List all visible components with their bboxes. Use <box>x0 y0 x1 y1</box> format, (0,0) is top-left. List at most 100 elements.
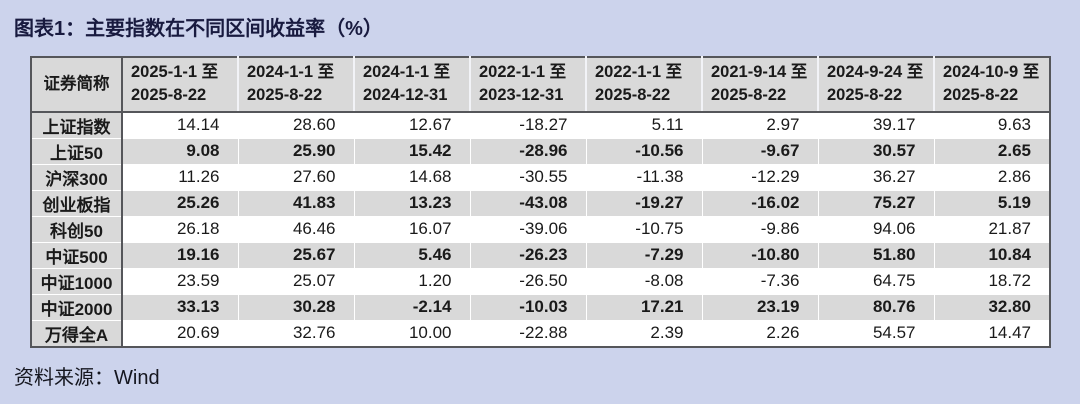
return-value: 30.57 <box>817 138 934 165</box>
period-header: 2024-9-24 至 2025-8-22 <box>817 57 934 113</box>
corner-header: 证券简称 <box>31 57 123 113</box>
return-value: -39.06 <box>469 216 586 243</box>
period-header: 2024-10-9 至 2025-8-22 <box>933 57 1050 113</box>
return-value: -10.75 <box>585 216 702 243</box>
return-value: -26.50 <box>469 268 586 295</box>
table-row: 万得全A 20.69 32.76 10.00 -22.88 2.39 2.26 54.57 14… <box>31 320 1050 348</box>
index-name: 上证50 <box>31 138 123 165</box>
return-value: 19.16 <box>121 242 238 269</box>
return-value: 23.59 <box>121 268 238 295</box>
return-value: 14.68 <box>353 164 470 191</box>
return-value: 75.27 <box>817 190 934 217</box>
return-value: -8.08 <box>585 268 702 295</box>
return-value: -9.86 <box>701 216 818 243</box>
return-value: -7.36 <box>701 268 818 295</box>
table-row: 上证指数 14.14 28.60 12.67 -18.27 5.11 2.97 39.17 9.… <box>31 111 1050 139</box>
table-row: 科创50 26.18 46.46 16.07 -39.06 -10.75 -9.86 94.0… <box>31 216 1050 243</box>
return-value: 11.26 <box>121 164 238 191</box>
return-value: -9.67 <box>701 138 818 165</box>
index-name: 中证2000 <box>31 294 123 321</box>
return-value: -12.29 <box>701 164 818 191</box>
table-row: 中证500 19.16 25.67 5.46 -26.23 -7.29 -10.80 51.8… <box>31 242 1050 269</box>
period-header: 2022-1-1 至 2023-12-31 <box>469 57 586 113</box>
table-row: 中证2000 33.13 30.28 -2.14 -10.03 17.21 23.19 80.… <box>31 294 1050 321</box>
return-value: 94.06 <box>817 216 934 243</box>
return-value: 26.18 <box>121 216 238 243</box>
return-value: 10.00 <box>353 320 470 348</box>
index-returns-table: 证券简称 2025-1-1 至 2025-8-22 2024-1-1 至 2025-… <box>30 56 1051 348</box>
return-value: -11.38 <box>585 164 702 191</box>
return-value: -43.08 <box>469 190 586 217</box>
return-value: 54.57 <box>817 320 934 348</box>
return-value: 32.80 <box>933 294 1050 321</box>
table-row: 上证50 9.08 25.90 15.42 -28.96 -10.56 -9.67 30.57… <box>31 138 1050 165</box>
return-value: -10.56 <box>585 138 702 165</box>
return-value: 13.23 <box>353 190 470 217</box>
report-figure: 图表1：主要指数在不同区间收益率（%） 证券简称 2025-1-1 至 2025-… <box>14 18 1051 389</box>
index-name: 科创50 <box>31 216 123 243</box>
return-value: 25.26 <box>121 190 238 217</box>
return-value: 46.46 <box>237 216 354 243</box>
index-name: 万得全A <box>31 320 123 348</box>
return-value: 9.08 <box>121 138 238 165</box>
return-value: 39.17 <box>817 111 934 139</box>
return-value: 32.76 <box>237 320 354 348</box>
return-value: 23.19 <box>701 294 818 321</box>
return-value: 5.11 <box>585 111 702 139</box>
return-value: 15.42 <box>353 138 470 165</box>
return-value: 2.39 <box>585 320 702 348</box>
index-name: 创业板指 <box>31 190 123 217</box>
return-value: 80.76 <box>817 294 934 321</box>
return-value: -18.27 <box>469 111 586 139</box>
return-value: -30.55 <box>469 164 586 191</box>
return-value: 28.60 <box>237 111 354 139</box>
return-value: 51.80 <box>817 242 934 269</box>
return-value: 10.84 <box>933 242 1050 269</box>
period-header: 2025-1-1 至 2025-8-22 <box>121 57 238 113</box>
return-value: 25.90 <box>237 138 354 165</box>
return-value: -2.14 <box>353 294 470 321</box>
return-value: 17.21 <box>585 294 702 321</box>
return-value: 14.14 <box>121 111 238 139</box>
table-row: 创业板指 25.26 41.83 13.23 -43.08 -19.27 -16.02 75.… <box>31 190 1050 217</box>
return-value: 2.86 <box>933 164 1050 191</box>
period-header: 2024-1-1 至 2025-8-22 <box>237 57 354 113</box>
period-header: 2022-1-1 至 2025-8-22 <box>585 57 702 113</box>
return-value: 27.60 <box>237 164 354 191</box>
return-value: 64.75 <box>817 268 934 295</box>
return-value: 1.20 <box>353 268 470 295</box>
return-value: 21.87 <box>933 216 1050 243</box>
return-value: 2.26 <box>701 320 818 348</box>
return-value: 25.07 <box>237 268 354 295</box>
table-row: 沪深300 11.26 27.60 14.68 -30.55 -11.38 -12.29 36… <box>31 164 1050 191</box>
return-value: -28.96 <box>469 138 586 165</box>
index-name: 上证指数 <box>31 111 123 139</box>
return-value: 9.63 <box>933 111 1050 139</box>
return-value: 30.28 <box>237 294 354 321</box>
table-header-row: 证券简称 2025-1-1 至 2025-8-22 2024-1-1 至 2025-… <box>31 57 1050 113</box>
index-name: 沪深300 <box>31 164 123 191</box>
return-value: 33.13 <box>121 294 238 321</box>
return-value: 12.67 <box>353 111 470 139</box>
index-name: 中证1000 <box>31 268 123 295</box>
return-value: -19.27 <box>585 190 702 217</box>
return-value: 14.47 <box>933 320 1050 348</box>
return-value: 36.27 <box>817 164 934 191</box>
source-note: 资料来源：Wind <box>14 366 160 389</box>
figure-title: 图表1：主要指数在不同区间收益率（%） <box>14 18 383 40</box>
return-value: 2.97 <box>701 111 818 139</box>
return-value: 16.07 <box>353 216 470 243</box>
return-value: 20.69 <box>121 320 238 348</box>
return-value: 2.65 <box>933 138 1050 165</box>
index-name: 中证500 <box>31 242 123 269</box>
return-value: -16.02 <box>701 190 818 217</box>
return-value: 5.19 <box>933 190 1050 217</box>
return-value: 5.46 <box>353 242 470 269</box>
period-header: 2024-1-1 至 2024-12-31 <box>353 57 470 113</box>
return-value: -26.23 <box>469 242 586 269</box>
return-value: 41.83 <box>237 190 354 217</box>
return-value: 18.72 <box>933 268 1050 295</box>
period-header: 2021-9-14 至 2025-8-22 <box>701 57 818 113</box>
return-value: -22.88 <box>469 320 586 348</box>
table-row: 中证1000 23.59 25.07 1.20 -26.50 -8.08 -7.36 64.7… <box>31 268 1050 295</box>
